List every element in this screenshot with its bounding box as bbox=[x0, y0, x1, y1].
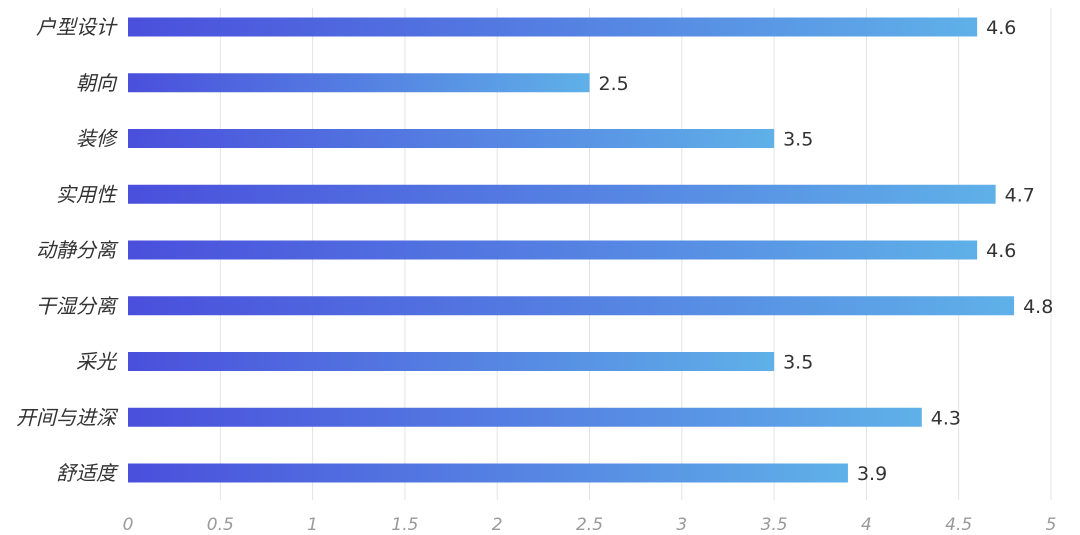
x-tick-label: 3 bbox=[676, 515, 687, 535]
bar bbox=[128, 463, 848, 483]
x-tick-label: 0.5 bbox=[207, 515, 234, 535]
category-label: 装修 bbox=[76, 127, 119, 151]
x-tick-label: 3.5 bbox=[761, 515, 788, 535]
category-label: 朝向 bbox=[76, 71, 118, 95]
value-label: 3.5 bbox=[783, 352, 813, 374]
category-label: 户型设计 bbox=[36, 15, 118, 39]
bar bbox=[128, 129, 775, 148]
category-label: 动静分离 bbox=[36, 238, 119, 262]
bar bbox=[128, 73, 590, 93]
category-label: 采光 bbox=[76, 350, 118, 374]
x-tick-label: 5 bbox=[1046, 515, 1057, 535]
category-label: 干湿分离 bbox=[36, 294, 119, 318]
value-label: 3.9 bbox=[857, 463, 887, 485]
category-label: 实用性 bbox=[56, 182, 118, 206]
category-label: 舒适度 bbox=[56, 461, 119, 485]
value-label: 2.5 bbox=[599, 73, 629, 95]
x-tick-label: 2 bbox=[492, 515, 503, 535]
bar bbox=[128, 296, 1015, 316]
x-tick-label: 1 bbox=[307, 515, 318, 535]
bar bbox=[128, 352, 775, 371]
bar bbox=[128, 407, 922, 427]
bar bbox=[128, 240, 978, 260]
bar bbox=[128, 184, 996, 204]
bar bbox=[128, 17, 978, 37]
value-label: 3.5 bbox=[783, 129, 813, 151]
x-tick-label: 0 bbox=[123, 515, 134, 535]
value-labels: 4.6 2.5 3.5 4.7 4.6 4.8 3.5 4.3 3.9 bbox=[599, 17, 1054, 485]
x-tick-label: 4.5 bbox=[945, 515, 972, 535]
value-label: 4.6 bbox=[986, 240, 1016, 262]
value-label: 4.3 bbox=[931, 407, 961, 429]
x-tick-label: 4 bbox=[861, 515, 872, 535]
x-tick-label: 2.5 bbox=[576, 515, 603, 535]
x-axis-ticks: 0 0.5 1 1.5 2 2.5 3 3.5 4 4.5 5 bbox=[123, 515, 1057, 535]
category-label: 开间与进深 bbox=[16, 405, 119, 429]
x-tick-label: 1.5 bbox=[391, 515, 418, 535]
value-label: 4.8 bbox=[1023, 296, 1053, 318]
value-label: 4.6 bbox=[986, 17, 1016, 39]
value-label: 4.7 bbox=[1005, 184, 1035, 206]
bars bbox=[128, 17, 1015, 483]
